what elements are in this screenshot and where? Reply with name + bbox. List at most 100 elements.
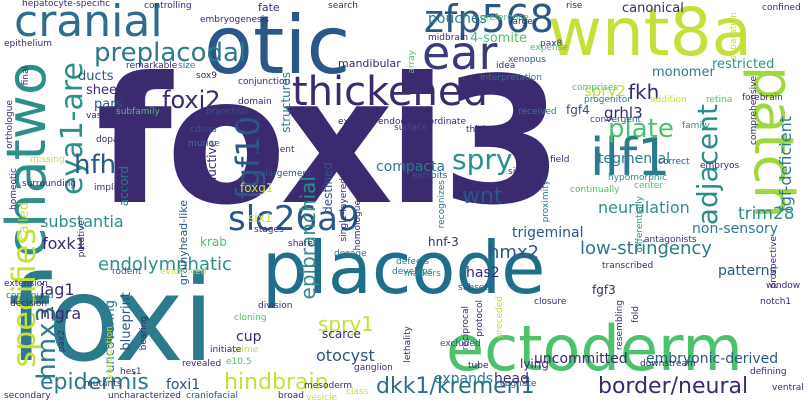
word: implicates bbox=[94, 183, 141, 193]
word: subsets bbox=[458, 283, 493, 293]
word: markers bbox=[404, 269, 441, 279]
word: wnt bbox=[462, 184, 503, 209]
word: endoderm bbox=[378, 117, 425, 127]
word: notch1 bbox=[760, 297, 792, 307]
word: single-layered bbox=[339, 178, 349, 242]
word: trim28 bbox=[738, 204, 795, 224]
word: non-sensory bbox=[692, 221, 779, 237]
word: lying bbox=[520, 357, 549, 371]
word: epithelium bbox=[4, 39, 52, 49]
word: fgf4 bbox=[566, 103, 590, 117]
word: dopamine bbox=[96, 135, 141, 145]
word: hybridization bbox=[105, 326, 115, 385]
word: endolymphatic bbox=[98, 254, 232, 275]
word: hes1 bbox=[120, 367, 142, 377]
word: preceded bbox=[495, 296, 505, 339]
word: augment bbox=[254, 145, 295, 155]
word: prime bbox=[232, 345, 259, 355]
word: subfamily bbox=[116, 107, 160, 117]
word: extension bbox=[4, 279, 48, 289]
word: ventral bbox=[772, 383, 804, 393]
word: initiate bbox=[210, 345, 242, 355]
word: cup bbox=[236, 329, 262, 345]
word: jag1 bbox=[40, 280, 75, 299]
word: krab bbox=[200, 235, 227, 249]
word: missing bbox=[30, 155, 65, 165]
word: differentially bbox=[635, 196, 645, 253]
word: foxk1 bbox=[42, 234, 86, 253]
word: otic bbox=[204, 0, 351, 92]
word: fkh bbox=[628, 80, 660, 104]
word: head bbox=[494, 371, 529, 387]
word: lethality bbox=[403, 326, 413, 363]
word: search bbox=[328, 1, 358, 11]
word: expands bbox=[434, 371, 494, 387]
word: homeotic bbox=[9, 168, 19, 210]
word: zfp568 bbox=[424, 0, 554, 41]
word: convergent bbox=[590, 115, 642, 125]
word: e10.5 bbox=[226, 357, 252, 367]
word: class bbox=[346, 387, 369, 397]
word: pars bbox=[94, 97, 123, 112]
word: patterns bbox=[718, 263, 777, 279]
word: slc26a9 bbox=[228, 199, 360, 239]
word: forebrain bbox=[742, 93, 783, 103]
word: fgf-deficient bbox=[776, 116, 795, 212]
word: neurulation bbox=[598, 198, 690, 217]
word: coordinate bbox=[418, 117, 467, 127]
word: revealed bbox=[182, 359, 222, 369]
word: thick bbox=[466, 125, 488, 135]
word: xenopus bbox=[508, 55, 546, 65]
word: tube bbox=[468, 361, 489, 371]
word: low-stringency bbox=[580, 238, 712, 259]
word: ectoderm bbox=[446, 312, 743, 385]
word: confined bbox=[762, 3, 801, 13]
word: closure bbox=[534, 297, 567, 307]
word: progenitor bbox=[584, 95, 631, 105]
word: foxj2 bbox=[162, 86, 221, 114]
word: secondary bbox=[4, 391, 51, 401]
word: embryogenesis bbox=[200, 15, 269, 25]
word: stages bbox=[254, 225, 284, 235]
word: final bbox=[21, 66, 31, 86]
word: fgf3 bbox=[592, 283, 616, 297]
word: hnf-3 bbox=[428, 235, 459, 249]
word: continually bbox=[570, 185, 620, 195]
word: homologue bbox=[353, 200, 363, 251]
word: division bbox=[258, 301, 293, 311]
word: putative bbox=[77, 220, 87, 258]
word: comprehensive bbox=[749, 76, 759, 145]
word: decision bbox=[10, 299, 48, 309]
word: monomer bbox=[652, 65, 715, 80]
word: proximity bbox=[541, 180, 551, 223]
word: spry2 bbox=[584, 82, 626, 100]
word: cranial bbox=[14, 0, 163, 47]
word: dosage bbox=[334, 249, 367, 259]
word: blueprint bbox=[119, 292, 134, 351]
word: separation bbox=[729, 12, 739, 60]
word: sox9 bbox=[196, 71, 217, 81]
word: mutants bbox=[84, 379, 122, 389]
word: broad bbox=[278, 391, 304, 401]
word: defects bbox=[396, 257, 430, 267]
word: otocyst bbox=[316, 346, 375, 365]
word: share bbox=[288, 239, 313, 249]
word: cloning bbox=[234, 313, 267, 323]
word: epibranchial bbox=[296, 176, 320, 300]
word: vesicle bbox=[306, 393, 338, 403]
word: mandibular bbox=[338, 57, 401, 70]
word: antagonists bbox=[644, 235, 697, 245]
word: canonical bbox=[622, 1, 684, 16]
word: reciprocal bbox=[461, 306, 471, 351]
word: epidermis bbox=[40, 370, 149, 395]
word: substantia bbox=[40, 212, 124, 231]
word: rise bbox=[566, 1, 583, 11]
word: larger bbox=[510, 17, 537, 27]
word: foxi bbox=[8, 250, 215, 388]
word: scarce bbox=[322, 327, 361, 341]
word: foxg1 bbox=[240, 181, 274, 195]
word: center bbox=[634, 181, 663, 191]
word: rodent bbox=[112, 267, 142, 277]
word: pouches bbox=[428, 11, 487, 27]
